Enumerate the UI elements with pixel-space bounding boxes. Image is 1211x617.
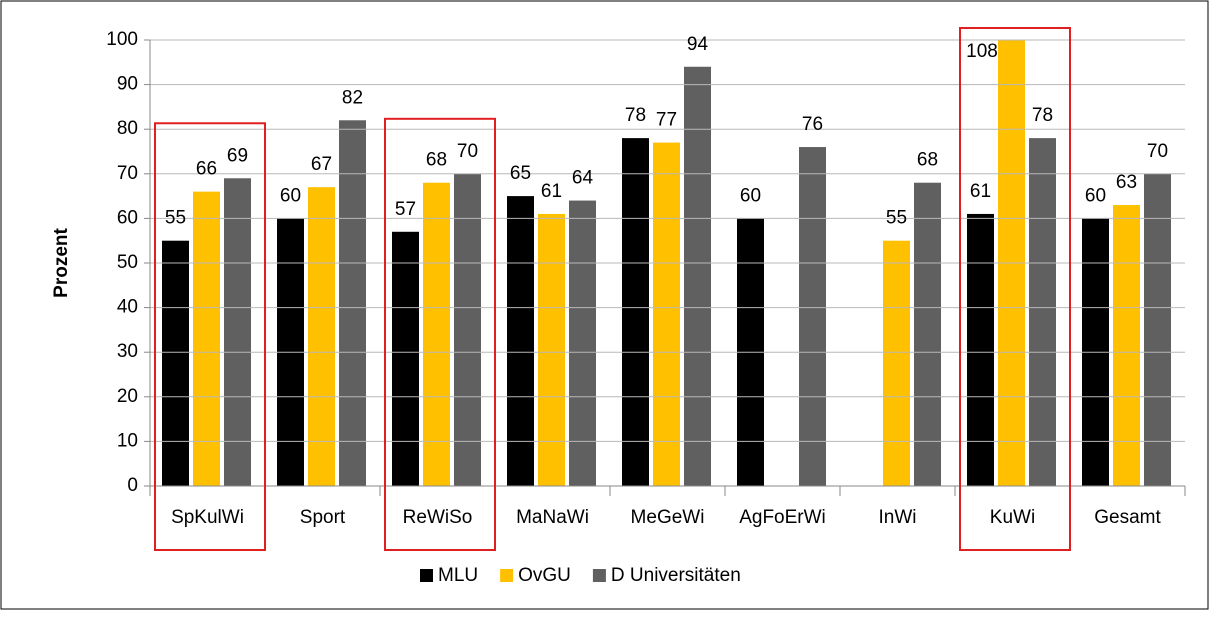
legend-swatch xyxy=(500,569,514,582)
data-label: 70 xyxy=(457,141,478,162)
data-label: 60 xyxy=(740,185,761,206)
data-label: 61 xyxy=(541,181,562,202)
bar xyxy=(914,182,941,486)
legend-label: D Universitäten xyxy=(611,565,741,586)
bar xyxy=(653,142,680,486)
bar xyxy=(162,240,189,486)
data-label: 66 xyxy=(196,159,217,180)
y-tick-label: 20 xyxy=(117,386,138,407)
y-tick-label: 70 xyxy=(117,163,138,184)
x-tick-label: AgFoErWi xyxy=(739,507,826,528)
plot-area xyxy=(162,40,1171,486)
bar xyxy=(883,240,910,486)
y-axis-label: Prozent xyxy=(51,227,72,297)
data-label: 69 xyxy=(227,145,248,166)
bar xyxy=(507,196,534,486)
x-tick-label: MeGeWi xyxy=(631,507,705,528)
data-label: 78 xyxy=(1032,105,1053,126)
y-tick-label: 40 xyxy=(117,297,138,318)
data-label: 60 xyxy=(280,185,301,206)
bar xyxy=(193,191,220,486)
y-tick-label: 90 xyxy=(117,74,138,95)
bar xyxy=(1113,205,1140,486)
y-tick-label: 60 xyxy=(117,207,138,228)
x-tick-label: InWi xyxy=(879,507,917,528)
data-label: 78 xyxy=(625,105,646,126)
bar xyxy=(684,66,711,486)
data-label: 70 xyxy=(1147,141,1168,162)
bar xyxy=(998,40,1025,486)
bar xyxy=(538,213,565,486)
y-tick-label: 0 xyxy=(127,475,138,496)
data-label: 61 xyxy=(970,181,991,202)
bar xyxy=(308,187,335,486)
data-label: 77 xyxy=(656,110,677,131)
x-tick-label: Gesamt xyxy=(1094,507,1161,528)
x-tick-label: Sport xyxy=(300,507,346,528)
legend-swatch xyxy=(592,569,606,582)
x-tick-label: MaNaWi xyxy=(516,507,589,528)
bar xyxy=(799,147,826,486)
y-tick-label: 50 xyxy=(117,252,138,273)
bar xyxy=(224,178,251,486)
data-label: 60 xyxy=(1085,185,1106,206)
data-label: 82 xyxy=(342,87,363,108)
x-tick-label: KuWi xyxy=(990,507,1035,528)
bar xyxy=(423,182,450,486)
data-label: 57 xyxy=(395,199,416,220)
bar xyxy=(967,213,994,486)
data-label: 65 xyxy=(510,163,531,184)
bar xyxy=(454,173,481,486)
bar xyxy=(622,138,649,486)
highlight-box xyxy=(154,122,266,551)
y-tick-label: 80 xyxy=(117,118,138,139)
legend-swatch xyxy=(420,569,433,582)
data-label: 64 xyxy=(572,168,594,189)
data-label: 76 xyxy=(802,114,823,135)
legend-label: MLU xyxy=(438,565,478,586)
y-tick-label: 10 xyxy=(117,430,138,451)
data-label: 55 xyxy=(165,208,186,229)
bar xyxy=(1029,138,1056,486)
data-label: 108 xyxy=(966,41,998,62)
bar xyxy=(392,231,419,486)
data-label: 68 xyxy=(426,150,447,171)
data-label: 67 xyxy=(311,154,332,175)
legend-label: OvGU xyxy=(518,565,571,586)
y-tick-label: 100 xyxy=(106,29,138,50)
data-label: 68 xyxy=(917,150,938,171)
bar xyxy=(339,120,366,486)
bar xyxy=(569,200,596,486)
data-label: 55 xyxy=(886,208,907,229)
data-label: 94 xyxy=(687,34,709,55)
data-label: 63 xyxy=(1116,172,1137,193)
x-tick-label: SpKulWi xyxy=(171,507,244,528)
highlight-box xyxy=(959,27,1071,551)
highlight-box xyxy=(384,117,496,552)
bar xyxy=(1144,173,1171,486)
x-tick-label: ReWiSo xyxy=(403,507,473,528)
y-tick-label: 30 xyxy=(117,341,138,362)
